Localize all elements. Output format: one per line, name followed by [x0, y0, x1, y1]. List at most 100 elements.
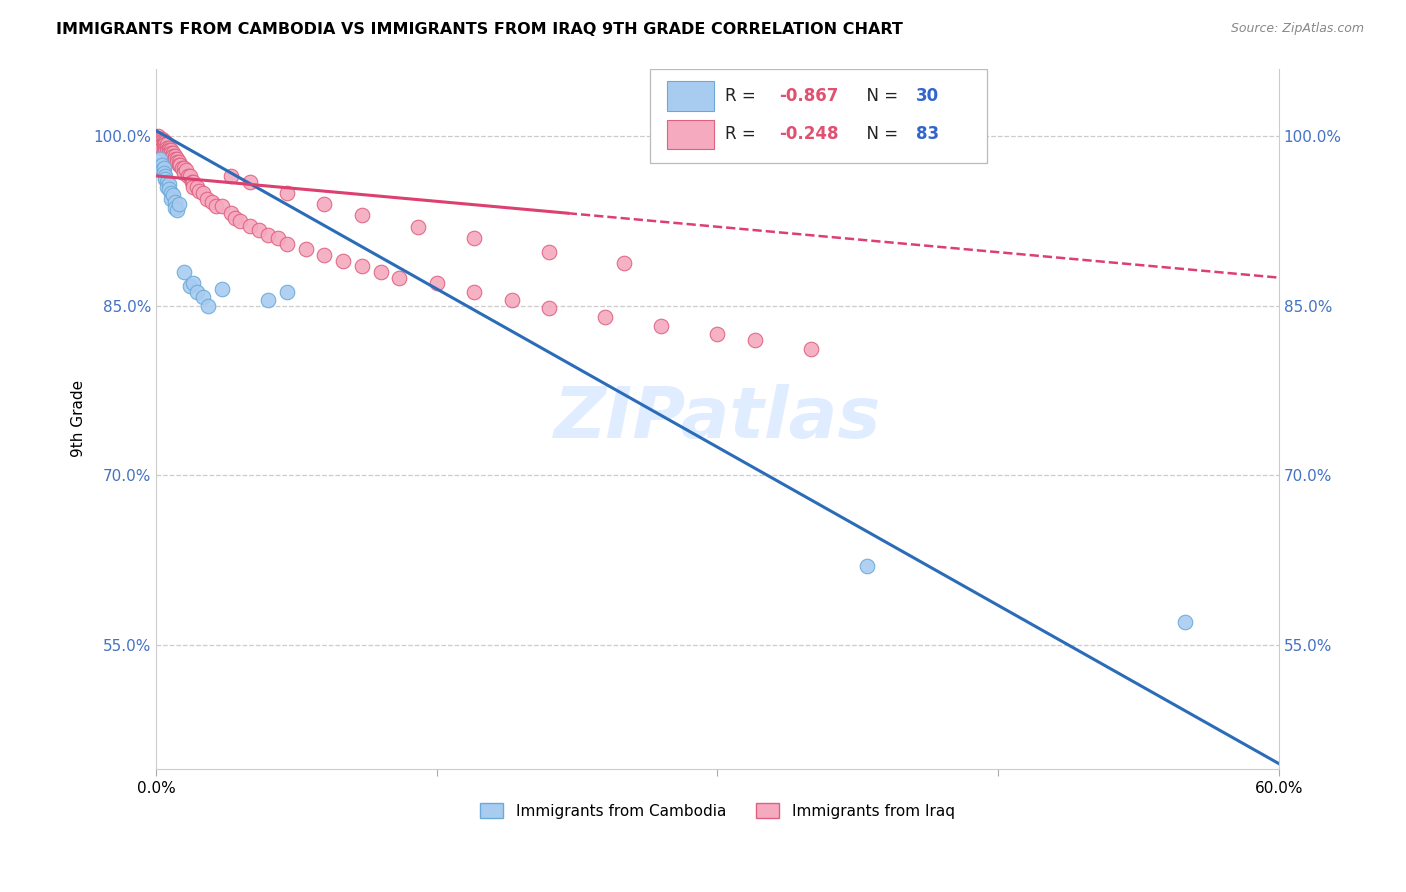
- Point: [150, 131, 173, 145]
- Point: [239, 175, 262, 189]
- Point: [149, 137, 172, 152]
- Point: [195, 192, 218, 206]
- Point: [160, 143, 183, 157]
- Point: [179, 278, 201, 293]
- FancyBboxPatch shape: [650, 69, 987, 163]
- Point: [463, 231, 485, 245]
- Point: [167, 155, 190, 169]
- Point: [177, 169, 200, 183]
- Point: [183, 175, 205, 189]
- Point: [350, 209, 373, 223]
- Point: [160, 146, 183, 161]
- Point: [370, 265, 392, 279]
- Point: [156, 175, 179, 189]
- Point: [156, 141, 179, 155]
- Point: [167, 158, 190, 172]
- Legend: Immigrants from Cambodia, Immigrants from Iraq: Immigrants from Cambodia, Immigrants fro…: [474, 797, 960, 825]
- Point: [157, 141, 180, 155]
- Point: [173, 265, 195, 279]
- Text: ZIPatlas: ZIPatlas: [554, 384, 882, 453]
- Point: [166, 152, 188, 166]
- Point: [150, 137, 173, 152]
- Point: [593, 310, 616, 325]
- Point: [146, 134, 169, 148]
- Point: [1174, 615, 1197, 630]
- Point: [162, 148, 184, 162]
- Point: [314, 197, 336, 211]
- Point: [152, 137, 174, 152]
- Point: [538, 301, 561, 315]
- Point: [152, 165, 174, 179]
- Point: [501, 293, 523, 308]
- Point: [186, 180, 208, 194]
- Point: [152, 141, 174, 155]
- Point: [350, 260, 373, 274]
- Point: [276, 186, 298, 200]
- Point: [180, 175, 202, 189]
- Point: [146, 129, 169, 144]
- Point: [257, 293, 280, 308]
- Point: [163, 152, 186, 166]
- Point: [156, 180, 179, 194]
- Text: R =: R =: [725, 87, 761, 105]
- Point: [706, 327, 728, 342]
- Point: [173, 161, 195, 175]
- Y-axis label: 9th Grade: 9th Grade: [72, 380, 86, 458]
- Point: [155, 169, 177, 183]
- FancyBboxPatch shape: [666, 81, 714, 111]
- Text: N =: N =: [856, 87, 903, 105]
- Point: [224, 211, 246, 225]
- Point: [211, 282, 233, 296]
- Point: [155, 137, 177, 152]
- Text: Source: ZipAtlas.com: Source: ZipAtlas.com: [1230, 22, 1364, 36]
- Point: [150, 158, 173, 172]
- Point: [163, 201, 186, 215]
- Point: [167, 197, 190, 211]
- Point: [146, 158, 169, 172]
- FancyBboxPatch shape: [666, 120, 714, 149]
- Point: [163, 194, 186, 209]
- Point: [152, 134, 174, 148]
- Text: N =: N =: [856, 126, 903, 144]
- Point: [146, 131, 169, 145]
- Point: [155, 135, 177, 149]
- Point: [174, 163, 197, 178]
- Point: [162, 188, 184, 202]
- Point: [160, 150, 183, 164]
- Point: [332, 253, 354, 268]
- Point: [247, 223, 270, 237]
- Point: [160, 192, 183, 206]
- Point: [800, 342, 823, 356]
- Point: [163, 148, 186, 162]
- Point: [155, 172, 177, 186]
- Point: [267, 231, 290, 245]
- Point: [157, 182, 180, 196]
- Point: [650, 319, 672, 334]
- Point: [856, 558, 879, 573]
- Point: [388, 270, 411, 285]
- Point: [172, 161, 194, 175]
- Point: [188, 184, 211, 198]
- Point: [219, 206, 242, 220]
- Point: [156, 137, 179, 152]
- Text: 30: 30: [917, 87, 939, 105]
- Point: [169, 158, 191, 172]
- Point: [179, 169, 201, 183]
- Point: [744, 333, 766, 347]
- Point: [157, 143, 180, 157]
- Point: [160, 186, 183, 200]
- Point: [166, 155, 188, 169]
- Point: [219, 169, 242, 183]
- Point: [183, 277, 205, 291]
- Point: [538, 244, 561, 259]
- Point: [157, 146, 180, 161]
- Point: [211, 199, 233, 213]
- Text: 83: 83: [917, 126, 939, 144]
- Point: [152, 161, 174, 175]
- Point: [294, 243, 316, 257]
- Point: [276, 285, 298, 300]
- Point: [173, 165, 195, 179]
- Point: [149, 131, 172, 145]
- Point: [239, 219, 262, 233]
- Point: [150, 163, 173, 178]
